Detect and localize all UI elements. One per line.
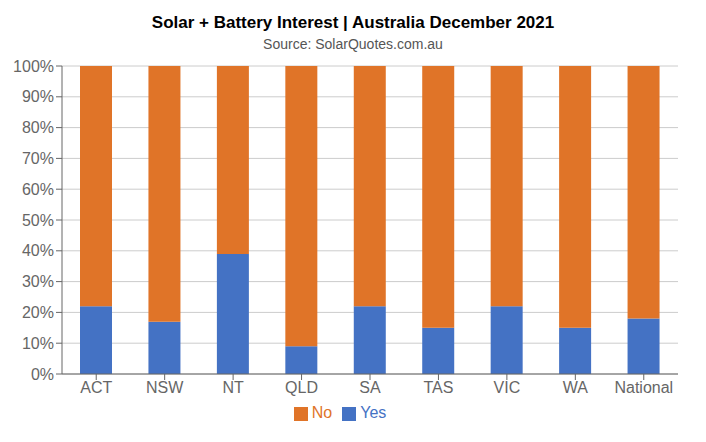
- svg-text:NSW: NSW: [146, 379, 184, 396]
- svg-text:50%: 50%: [22, 212, 54, 229]
- html-text:Yes: Yes: [360, 404, 387, 421]
- svg-text:SA: SA: [359, 379, 381, 396]
- svg-text:VIC: VIC: [494, 379, 521, 396]
- html-text:Source: SolarQuotes.com.au: Source: SolarQuotes.com.au: [263, 36, 443, 52]
- svg-text:NT: NT: [222, 379, 244, 396]
- svg-text:60%: 60%: [22, 181, 54, 198]
- svg-text:WA: WA: [563, 379, 589, 396]
- svg-text:ACT: ACT: [80, 379, 112, 396]
- svg-text:National: National: [614, 379, 673, 396]
- svg-text:40%: 40%: [22, 242, 54, 259]
- svg-text:30%: 30%: [22, 273, 54, 290]
- svg-text:80%: 80%: [22, 119, 54, 136]
- svg-text:100%: 100%: [13, 58, 54, 75]
- html-text:No: No: [311, 404, 333, 421]
- svg-text:QLD: QLD: [285, 379, 318, 396]
- svg-text:0%: 0%: [31, 366, 54, 383]
- svg-text:90%: 90%: [22, 88, 54, 105]
- svg-text:20%: 20%: [22, 304, 54, 321]
- html-text:Solar + Battery Interest | Aus: Solar + Battery Interest | Australia Dec…: [151, 13, 555, 32]
- svg-text:10%: 10%: [22, 335, 54, 352]
- svg-text:TAS: TAS: [423, 379, 453, 396]
- svg-text:70%: 70%: [22, 150, 54, 167]
